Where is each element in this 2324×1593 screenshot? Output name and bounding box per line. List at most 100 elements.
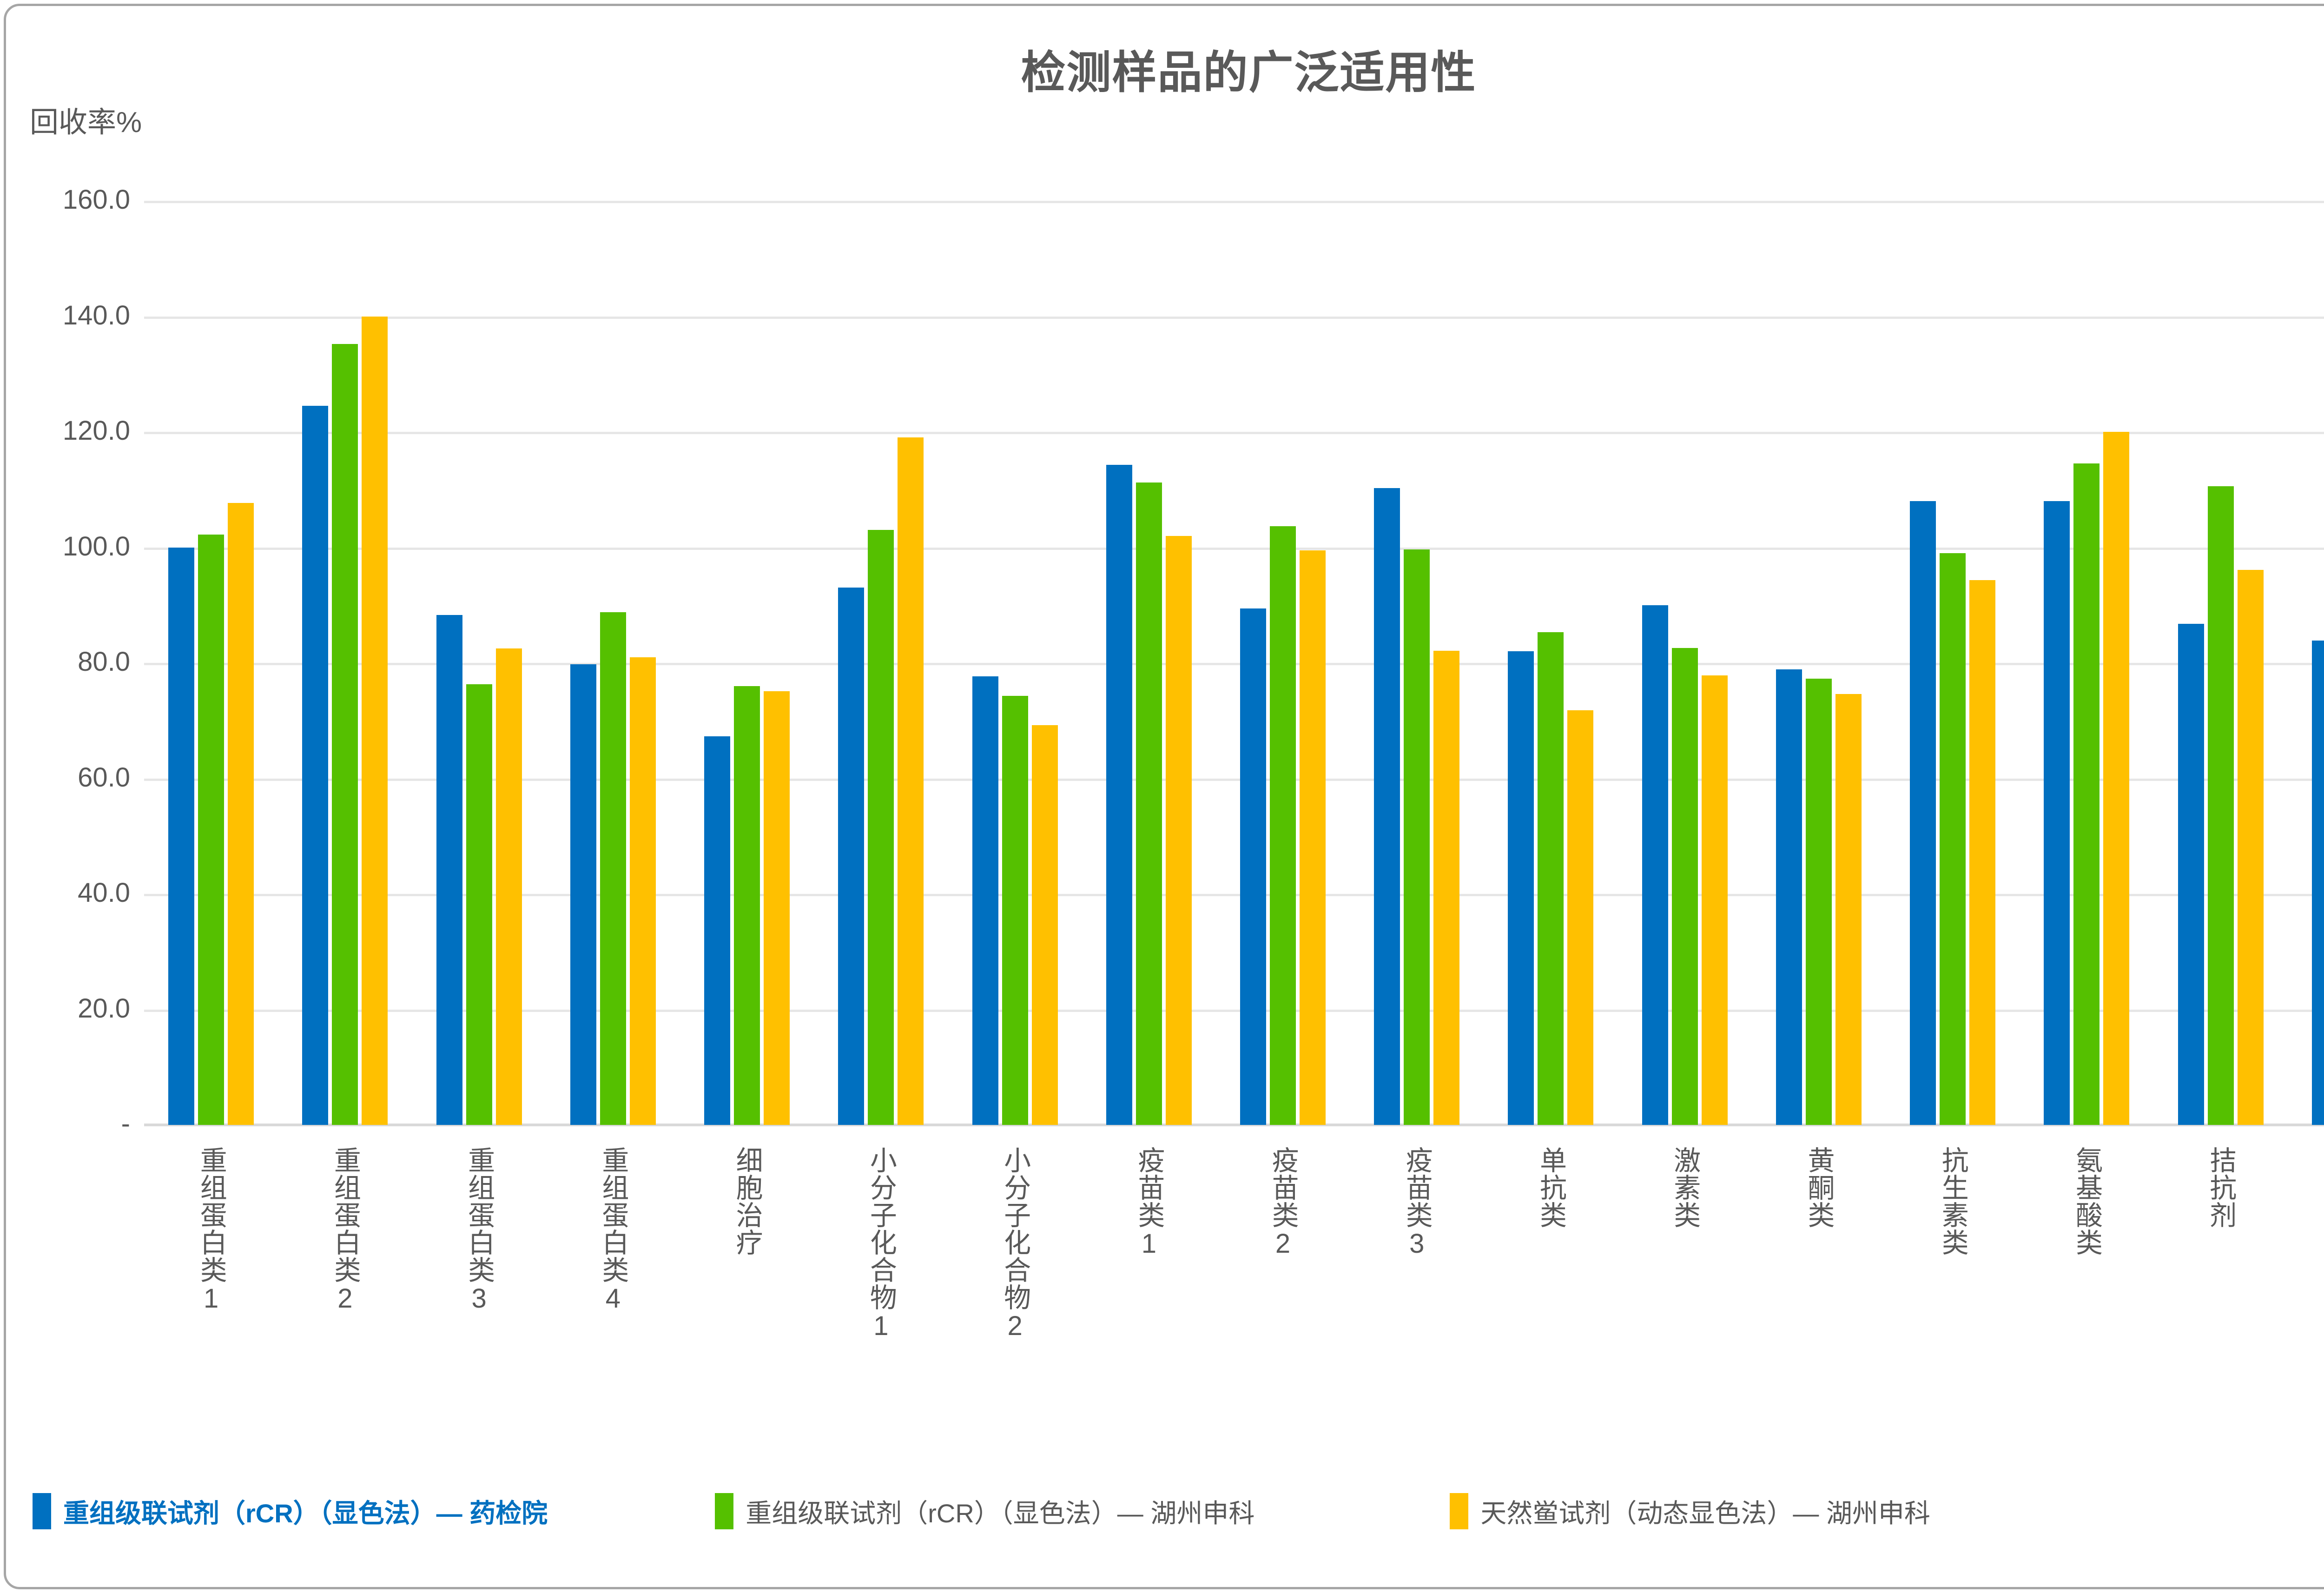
bar-1[interactable] xyxy=(332,344,358,1125)
bar-2[interactable] xyxy=(629,657,656,1125)
legend-label: 天然鲎试剂（动态显色法）— 湖州申科 xyxy=(1480,1498,1930,1528)
bar-0[interactable] xyxy=(570,664,596,1125)
bar-group xyxy=(2288,201,2324,1125)
bar-2[interactable] xyxy=(1835,694,1862,1125)
bar-0[interactable] xyxy=(972,676,998,1125)
bar-0[interactable] xyxy=(2044,501,2070,1125)
x-axis-label: 氨基酸类 xyxy=(2071,1146,2102,1256)
gridline xyxy=(144,547,2324,550)
x-axis-label-cell: 细胞治疗 xyxy=(680,1146,814,1444)
gridline xyxy=(144,663,2324,665)
bar-1[interactable] xyxy=(1404,549,1430,1125)
x-axis-label-cell: 单抗类 xyxy=(1484,1146,1618,1444)
legend-item[interactable]: 重组级联试剂（rCR）（显色法）— 湖州申科 xyxy=(715,1493,1254,1530)
gridline xyxy=(144,894,2324,896)
gridline xyxy=(144,201,2324,203)
y-axis-tick-label: 20.0 xyxy=(78,993,130,1024)
bar-1[interactable] xyxy=(1136,483,1162,1125)
bar-0[interactable] xyxy=(1776,669,1802,1125)
x-axis-label-cell: 疫苗类1 xyxy=(1082,1146,1216,1444)
bar-group xyxy=(144,201,278,1125)
bar-2[interactable] xyxy=(898,437,924,1125)
bar-0[interactable] xyxy=(704,736,731,1125)
bar-1[interactable] xyxy=(1805,678,1832,1125)
bar-2[interactable] xyxy=(1969,580,1996,1125)
chart-legend: 重组级联试剂（rCR）（显色法）— 药检院 重组级联试剂（rCR）（显色法）— 湖… xyxy=(33,1486,2324,1537)
legend-item[interactable]: 天然鲎试剂（动态显色法）— 湖州申科 xyxy=(1450,1493,1930,1530)
bar-0[interactable] xyxy=(1910,501,1936,1125)
bar-2[interactable] xyxy=(495,648,522,1125)
bar-2[interactable] xyxy=(2103,432,2130,1125)
bar-group xyxy=(948,201,1082,1125)
bar-group xyxy=(1216,201,1350,1125)
bar-0[interactable] xyxy=(2178,623,2204,1125)
bar-1[interactable] xyxy=(1002,695,1028,1125)
x-axis-label: 激素类 xyxy=(1670,1146,1700,1229)
y-axis-tick-label: - xyxy=(121,1109,130,1139)
bar-1[interactable] xyxy=(1269,526,1296,1125)
y-axis-tick-label: 140.0 xyxy=(62,300,130,330)
bar-0[interactable] xyxy=(168,547,195,1125)
bar-0[interactable] xyxy=(436,615,462,1125)
y-axis-tick-label: 100.0 xyxy=(62,531,130,562)
bar-group xyxy=(1350,201,1484,1125)
bar-0[interactable] xyxy=(1106,464,1132,1125)
gridline xyxy=(144,1009,2324,1012)
x-axis-label: 单抗类 xyxy=(1536,1146,1566,1229)
bar-1[interactable] xyxy=(198,535,224,1125)
bar-1[interactable] xyxy=(600,612,626,1125)
x-axis-label: 重组蛋白类2 xyxy=(330,1146,360,1314)
bar-2[interactable] xyxy=(2237,569,2264,1125)
bar-1[interactable] xyxy=(2207,486,2234,1125)
bar-2[interactable] xyxy=(764,691,790,1125)
legend-swatch-icon xyxy=(715,1493,734,1529)
bar-1[interactable] xyxy=(1671,648,1698,1125)
bar-2[interactable] xyxy=(1567,710,1594,1125)
x-axis-label: 小分子化合物1 xyxy=(865,1146,896,1342)
bar-0[interactable] xyxy=(302,406,329,1125)
bar-0[interactable] xyxy=(1508,651,1534,1125)
bar-1[interactable] xyxy=(868,530,894,1125)
bar-1[interactable] xyxy=(1538,632,1564,1125)
bar-2[interactable] xyxy=(1701,675,1728,1125)
bar-1[interactable] xyxy=(466,684,492,1125)
legend-swatch-icon xyxy=(33,1493,51,1529)
x-axis-label-cell: 黄酮类 xyxy=(1752,1146,1886,1444)
bar-1[interactable] xyxy=(2073,463,2100,1125)
x-axis-label-cell: 抗生素类 xyxy=(1886,1146,2020,1444)
bar-1[interactable] xyxy=(734,686,760,1125)
bar-2[interactable] xyxy=(1165,535,1192,1125)
bar-0[interactable] xyxy=(1642,605,1668,1125)
bar-2[interactable] xyxy=(1433,650,1460,1125)
legend-label: 重组级联试剂（rCR）（显色法）— 药检院 xyxy=(63,1498,548,1528)
x-axis-label-cell: 重组蛋白类3 xyxy=(412,1146,546,1444)
bar-2[interactable] xyxy=(1031,725,1058,1125)
bar-group xyxy=(546,201,680,1125)
legend-label: 重组级联试剂（rCR）（显色法）— 湖州申科 xyxy=(746,1498,1255,1528)
x-axis-label-cell: 重组蛋白类1 xyxy=(144,1146,278,1444)
x-axis-label: 抗生素类 xyxy=(1937,1146,1968,1256)
x-axis-label: 细胞治疗 xyxy=(732,1146,762,1256)
bar-0[interactable] xyxy=(1240,608,1266,1125)
bar-group xyxy=(1082,201,1216,1125)
bar-1[interactable] xyxy=(1940,553,1966,1125)
page-title: 检测样品的广泛适用性 xyxy=(1021,48,1477,98)
bar-2[interactable] xyxy=(1299,550,1326,1125)
bar-2[interactable] xyxy=(228,502,254,1125)
bar-0[interactable] xyxy=(838,588,865,1125)
bar-2[interactable] xyxy=(362,316,388,1125)
x-axis-label-cell: 激素类 xyxy=(1618,1146,1752,1444)
x-axis-labels: 重组蛋白类1 重组蛋白类2 重组蛋白类3 重组蛋白类4 细胞治疗 小分子化合物1 小分子化合… xyxy=(144,1146,2324,1444)
legend-item[interactable]: 重组级联试剂（rCR）（显色法）— 药检院 xyxy=(33,1493,548,1530)
gridline xyxy=(144,432,2324,434)
bar-group xyxy=(412,201,546,1125)
bar-group xyxy=(278,201,412,1125)
x-axis-label-cell: 疫苗类3 xyxy=(1350,1146,1484,1444)
x-axis-label: 黄酮类 xyxy=(1803,1146,1834,1229)
bar-groups xyxy=(144,201,2324,1125)
x-axis-label: 小分子化合物2 xyxy=(1000,1146,1030,1342)
axis-baseline xyxy=(144,1124,2324,1126)
bar-0[interactable] xyxy=(1374,488,1400,1125)
bar-0[interactable] xyxy=(2311,640,2324,1125)
